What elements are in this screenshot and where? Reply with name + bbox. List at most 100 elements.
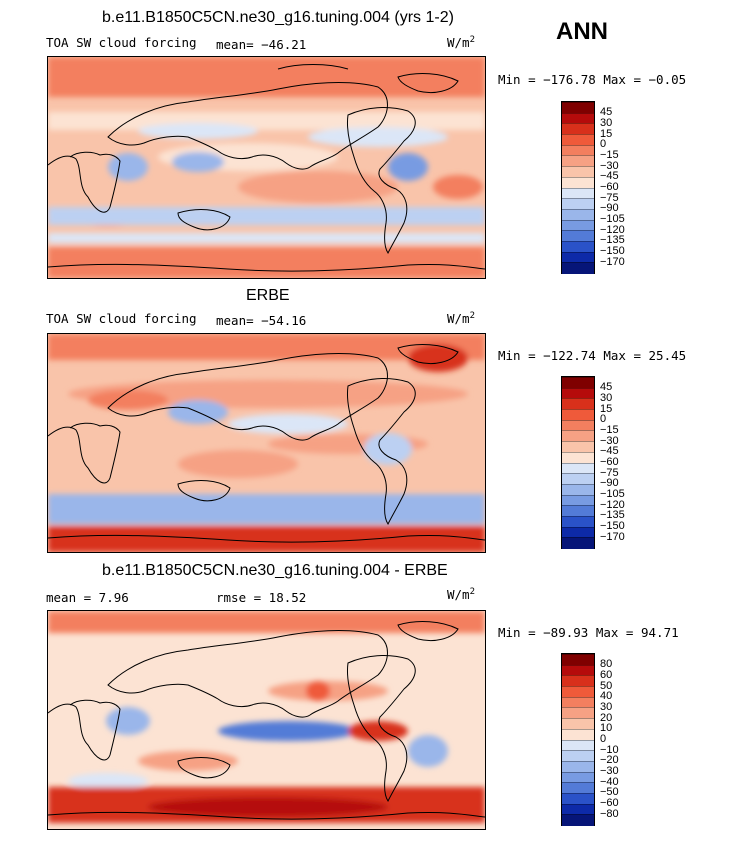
colorbar-box [562,176,594,189]
colorbar-level-label: −60 [600,797,619,810]
colorbar-box [562,462,594,475]
colorbar-box [562,771,594,784]
colorbar-box [562,494,594,507]
colorbar-box [562,102,594,114]
colorbar-box [562,166,594,178]
colorbar-box [562,654,594,666]
colorbar-level-label: −40 [600,775,619,788]
colorbar-level-label: 45 [600,106,613,119]
colorbar-box [562,537,594,549]
panel-model-map-svg [48,57,485,278]
panel-obs-units-label: W/m2 [447,311,475,327]
colorbar-level-label: −120 [600,498,625,511]
colorbar-level-label: −120 [600,223,625,236]
panel-diff-mean-label: mean = 7.96 [46,590,129,605]
colorbar-level-label: −80 [600,807,619,820]
panel-obs-colorbar: 45 30 15 0 −15 −30 −45 −60 −75 −90 −105 −120 −135 −15… [561,376,625,549]
colorbar-level-label: 15 [600,402,613,415]
colorbar-box [562,473,594,485]
colorbar-level-label: 10 [600,722,613,735]
colorbar-level-label: 30 [600,391,613,404]
panel-obs-mean-label: mean= −54.16 [216,313,307,328]
colorbar-box [562,515,594,528]
colorbar-level-label: −75 [600,466,619,479]
season-label: ANN [556,18,608,45]
colorbar-level-label: −10 [600,743,619,756]
colorbar-level-label: −45 [600,445,619,458]
colorbar-box [562,251,594,264]
colorbar-box [562,387,594,400]
colorbar-level-label: −30 [600,434,619,447]
colorbar-box [562,792,594,805]
panel-obs-map-svg [48,334,485,552]
panel-obs-minmax-label: Min = −122.74 Max = 25.45 [498,348,687,363]
colorbar-box [562,451,594,464]
colorbar-box [562,430,594,443]
panel-diff-minmax-label: Min = −89.93 Max = 94.71 [498,625,679,640]
colorbar-box [562,377,594,389]
panel-model-variable-label: TOA SW cloud forcing [46,35,197,50]
colorbar-level-label: −90 [600,477,619,490]
colorbar-box [562,187,594,200]
colorbar-level-label: −135 [600,509,625,522]
colorbar-box [562,814,594,826]
panel-diff-colorbar: 80 60 50 40 30 20 10 0 −10 −20 −30 −40 −50 −60 −80 [561,653,619,826]
colorbar-box [562,219,594,232]
panel-diff-units-label: W/m2 [447,587,475,603]
colorbar-level-label: −170 [600,255,625,268]
colorbar-level-label: 15 [600,127,613,140]
panel-model-title: b.e11.B1850C5CN.ne30_g16.tuning.004 (yrs… [102,9,454,26]
panel-model-map [47,56,486,279]
colorbar-level-label: −135 [600,234,625,247]
colorbar-box [562,696,594,709]
colorbar-level-label: 60 [600,668,613,681]
colorbar-box [562,144,594,157]
colorbar-level-label: −60 [600,181,619,193]
colorbar-box [562,707,594,720]
colorbar-box [562,208,594,221]
panel-model-mean-label: mean= −46.21 [216,37,307,52]
colorbar-level-label: −105 [600,488,625,501]
panel-diff-map-svg [48,611,485,829]
colorbar-level-label: −105 [600,213,625,226]
panel-diff-title: b.e11.B1850C5CN.ne30_g16.tuning.004 - ER… [102,562,448,579]
colorbar-level-label: 45 [600,381,613,394]
colorbar-box [562,803,594,816]
colorbar-level-label: 40 [600,690,613,703]
colorbar-box [562,728,594,741]
colorbar-box [562,112,594,125]
colorbar-box [562,409,594,421]
colorbar-box [562,240,594,253]
panel-obs-title: ERBE [246,287,290,304]
colorbar-level-label: −150 [600,245,625,258]
colorbar-level-label: −30 [600,765,619,778]
colorbar-level-label: 30 [600,700,613,713]
colorbar-box [562,155,594,168]
panel-diff-map [47,610,486,830]
colorbar-level-label: −60 [600,456,619,468]
colorbar-box [562,718,594,730]
panel-obs-variable-label: TOA SW cloud forcing [46,311,197,326]
colorbar-level-label: −15 [600,148,619,161]
colorbar-level-label: −170 [600,530,625,543]
colorbar-level-label: −45 [600,170,619,183]
colorbar-box [562,675,594,688]
colorbar-box [562,262,594,274]
colorbar-box [562,134,594,146]
colorbar-box [562,505,594,517]
colorbar-level-label: −20 [600,754,619,767]
colorbar-level-label: −50 [600,786,619,799]
colorbar-box [562,526,594,539]
colorbar-box [562,739,594,752]
colorbar-level-label: −75 [600,191,619,204]
colorbar-box [562,750,594,762]
colorbar-level-label: −150 [600,520,625,533]
colorbar-box [562,198,594,210]
colorbar-box [562,441,594,453]
panel-obs-map [47,333,486,553]
colorbar-level-label: 80 [600,658,613,671]
colorbar-box [562,419,594,432]
colorbar-level-label: 0 [600,138,607,151]
colorbar-box [562,664,594,677]
panel-model-units-label: W/m2 [447,35,475,51]
